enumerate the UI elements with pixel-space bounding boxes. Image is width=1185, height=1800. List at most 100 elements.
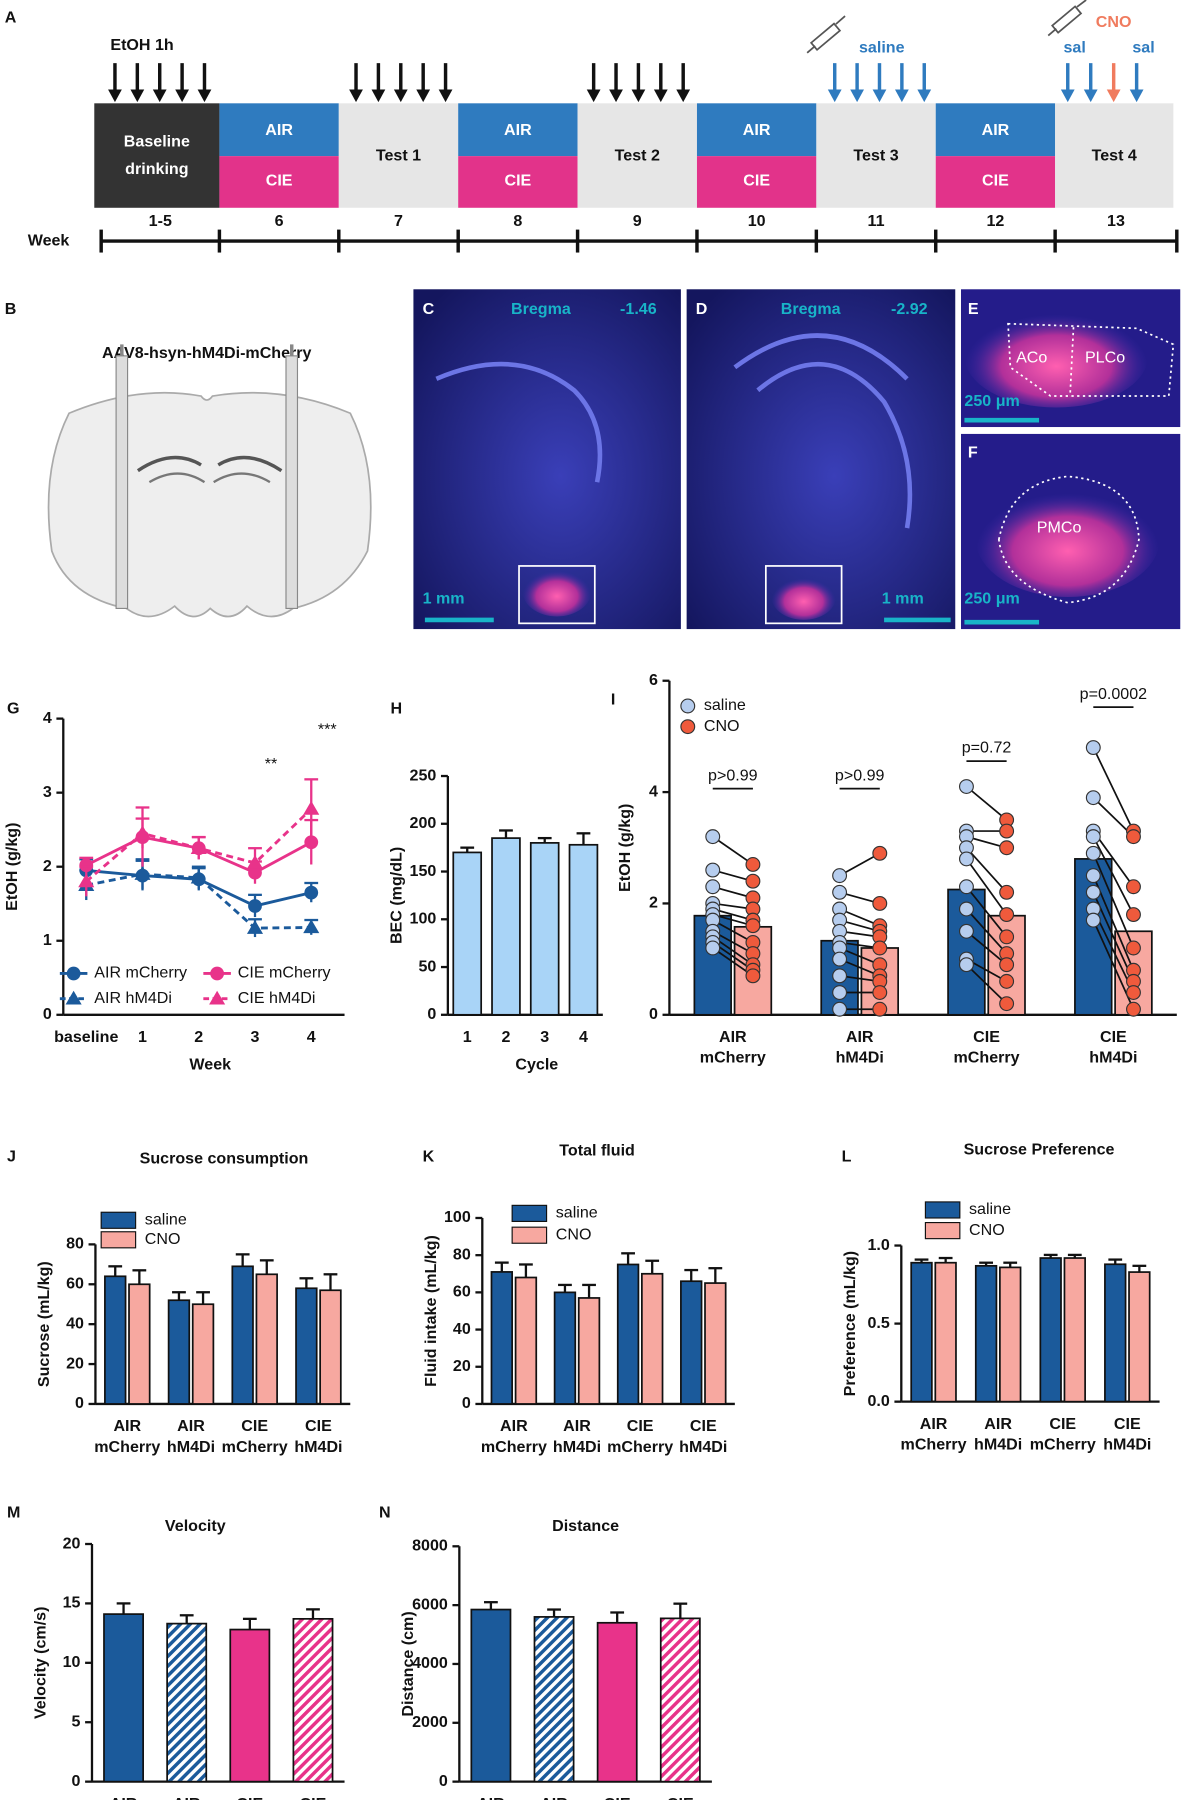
y-axis-label: Fluid intake (mL/kg)	[422, 1235, 440, 1387]
arrow-head	[175, 89, 189, 103]
x-tick-label: mCherry	[1030, 1436, 1096, 1454]
data-point	[745, 968, 761, 984]
data-point	[999, 884, 1015, 900]
bar	[104, 1275, 127, 1405]
panel-label: M	[7, 1503, 20, 1521]
y-tick-label: 150	[410, 862, 437, 880]
x-tick-label: 2	[502, 1028, 511, 1046]
p-value: p=0.0002	[1080, 685, 1148, 703]
pair-line	[965, 858, 1008, 916]
y-tick-label: 20	[63, 1534, 81, 1552]
data-point	[1126, 829, 1141, 845]
chart-title: Velocity	[165, 1517, 226, 1535]
timeline-block	[577, 103, 697, 208]
pair-line	[965, 847, 1008, 893]
cie-block	[935, 156, 1056, 208]
marker	[190, 840, 207, 854]
pair-line	[712, 919, 754, 944]
legend-label: CNO	[145, 1230, 181, 1248]
saline-label: saline	[859, 38, 905, 56]
y-tick-label: 4	[649, 782, 658, 800]
x-tick-label: mCherry	[607, 1438, 673, 1456]
y-tick-label: 60	[453, 1283, 471, 1301]
x-tick-label: 4	[579, 1028, 588, 1046]
data-point	[1126, 985, 1141, 1000]
panel-label: A	[5, 9, 17, 27]
etoh-label: EtOH 1h	[110, 36, 173, 54]
line	[85, 872, 312, 930]
y-tick-label: 0.0	[867, 1392, 889, 1410]
bar	[128, 1283, 151, 1405]
x-tick-label: CIE	[627, 1417, 654, 1435]
data-point	[745, 918, 761, 934]
x-tick-label: CIE	[305, 1417, 332, 1435]
y-axis-label: Sucrose (mL/kg)	[35, 1261, 53, 1387]
bar	[568, 843, 599, 1016]
construct-label: AAV8-hsyn-hM4Di-mCherry	[102, 344, 312, 362]
arrow-head	[676, 89, 691, 103]
bar	[1104, 1263, 1127, 1403]
y-axis-label: Velocity (cm/s)	[32, 1607, 50, 1719]
block-label: Test 1	[376, 146, 421, 164]
bar	[514, 1276, 538, 1405]
y-axis-label: BEC (mg/dL)	[388, 847, 406, 944]
y-tick-label: 0	[72, 1772, 81, 1790]
pair-line	[1092, 852, 1135, 949]
data-point	[1085, 829, 1101, 845]
data-point	[1085, 740, 1101, 756]
x-tick-label: AIR	[540, 1795, 568, 1800]
x-tick-label: mCherry	[954, 1049, 1020, 1067]
block-label: CIE	[982, 172, 1009, 190]
x-tick-label: AIR	[113, 1417, 141, 1435]
chart-title: Distance	[552, 1517, 619, 1535]
x-tick-label: mCherry	[94, 1438, 160, 1456]
bar	[490, 1271, 514, 1405]
x-tick-label: AIR	[500, 1417, 528, 1435]
y-tick-label: 2	[43, 857, 52, 875]
block-label: CIE	[743, 172, 770, 190]
x-tick-label: mCherry	[222, 1438, 288, 1456]
bregma-level: -1.46	[620, 300, 657, 318]
panel-label: K	[423, 1147, 435, 1165]
bar	[577, 1297, 601, 1405]
p-value: p>0.99	[835, 766, 885, 784]
bar	[616, 1263, 640, 1405]
legend-swatch	[511, 1226, 548, 1244]
x-tick-label: CIE	[236, 1795, 263, 1800]
bar	[231, 1265, 254, 1405]
y-tick-label: 80	[453, 1245, 471, 1263]
x-tick-label: hM4Di	[679, 1438, 727, 1456]
x-tick-label: CIE	[1100, 1028, 1127, 1046]
x-tick-label: 3	[251, 1028, 260, 1046]
region-label: PMCo	[1037, 518, 1082, 536]
x-tick-label: 1	[463, 1028, 472, 1046]
data-point	[958, 879, 974, 895]
y-tick-label: 0	[75, 1394, 84, 1412]
bar	[452, 851, 483, 1016]
bar	[1128, 1271, 1151, 1403]
pair-line	[965, 964, 1008, 1005]
bar	[704, 1282, 727, 1405]
timeline-block	[816, 103, 936, 208]
arrow-head	[416, 89, 431, 103]
week-label: 13	[1107, 212, 1125, 230]
bar	[999, 1266, 1022, 1403]
week-label: 11	[868, 212, 885, 230]
arrow-head	[631, 89, 646, 103]
x-tick-label: CIE	[690, 1417, 717, 1435]
bar	[596, 1621, 638, 1783]
timeline-block	[1055, 103, 1174, 208]
y-tick-label: 1	[43, 931, 52, 949]
bar	[659, 1617, 701, 1783]
marker	[134, 825, 151, 840]
data-point	[872, 940, 888, 956]
y-tick-label: 0	[439, 1772, 448, 1790]
chart-title: Sucrose consumption	[140, 1150, 309, 1168]
block-label: Baseline	[124, 133, 190, 151]
data-point	[958, 779, 974, 794]
data-point	[1126, 907, 1141, 923]
x-tick-label: hM4Di	[167, 1438, 215, 1456]
week-label: 6	[275, 212, 284, 230]
data-point	[832, 868, 848, 884]
